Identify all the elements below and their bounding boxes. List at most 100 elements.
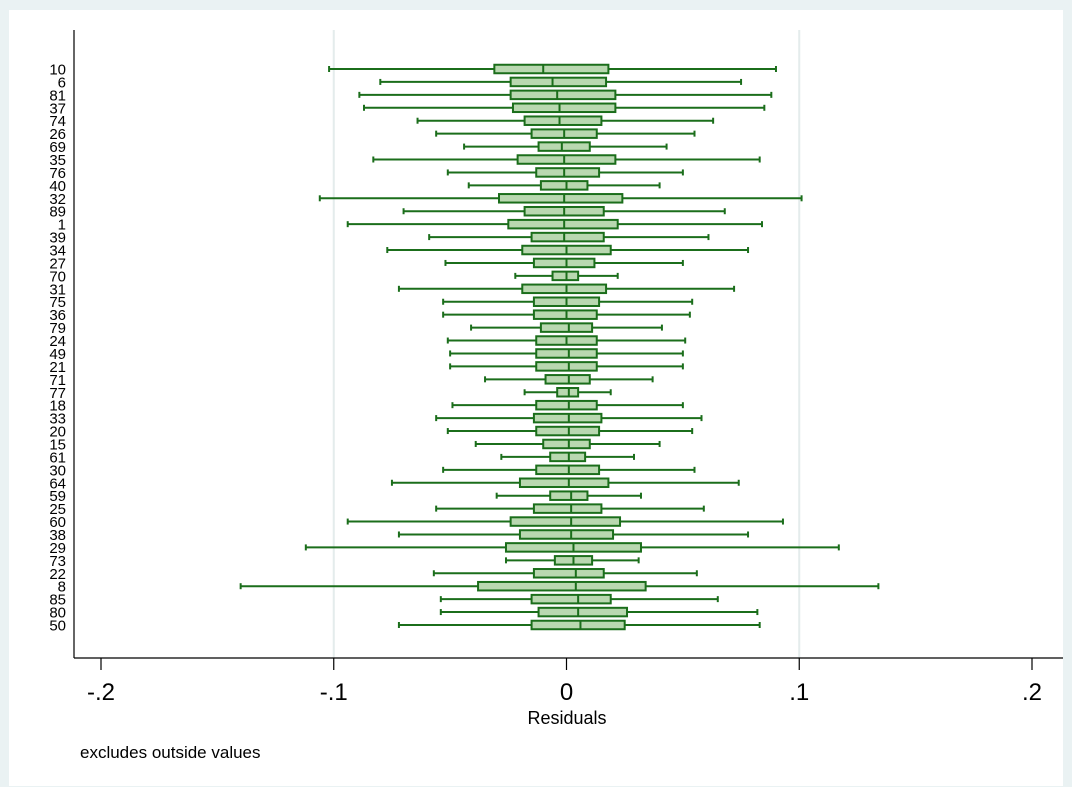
box-row-30 bbox=[442, 464, 696, 476]
box-row-18 bbox=[451, 399, 684, 411]
iqr-box bbox=[509, 516, 622, 527]
category-label: 27 bbox=[49, 255, 66, 272]
iqr-box bbox=[535, 361, 598, 372]
iqr-box bbox=[507, 218, 619, 230]
box-row-50 bbox=[397, 619, 761, 631]
box-row-79 bbox=[470, 322, 663, 333]
box-row-36 bbox=[442, 309, 691, 320]
iqr-box bbox=[539, 322, 594, 333]
box-row-22 bbox=[432, 568, 698, 579]
box-row-6 bbox=[379, 76, 743, 88]
iqr-box bbox=[537, 606, 629, 618]
box-row-85 bbox=[439, 593, 719, 605]
category-label: 49 bbox=[49, 346, 66, 363]
category-label: 31 bbox=[49, 281, 66, 298]
category-label: 60 bbox=[49, 514, 66, 531]
iqr-box bbox=[530, 619, 626, 631]
box-row-29 bbox=[304, 542, 840, 553]
category-label: 85 bbox=[49, 592, 66, 609]
category-label: 89 bbox=[49, 204, 66, 221]
iqr-box bbox=[532, 309, 598, 320]
category-label: 39 bbox=[49, 230, 66, 247]
iqr-box bbox=[532, 503, 603, 514]
box-row-33 bbox=[435, 412, 703, 424]
iqr-box bbox=[535, 425, 601, 437]
box-row-64 bbox=[390, 477, 740, 489]
plot-area bbox=[9, 10, 1063, 786]
iqr-box bbox=[516, 154, 617, 165]
x-axis bbox=[73, 30, 1063, 659]
box-row-89 bbox=[402, 205, 726, 217]
iqr-box bbox=[556, 387, 580, 398]
category-label: 25 bbox=[49, 501, 66, 518]
x-axis-title: Residuals bbox=[527, 708, 606, 728]
category-label: 29 bbox=[49, 540, 66, 557]
category-label: 74 bbox=[49, 113, 66, 130]
iqr-box bbox=[549, 490, 589, 501]
category-label: 79 bbox=[49, 320, 66, 337]
category-label: 70 bbox=[49, 268, 66, 285]
iqr-box bbox=[518, 529, 615, 540]
category-label: 8 bbox=[58, 579, 66, 596]
category-label: 80 bbox=[49, 605, 66, 622]
x-tick-label: -.2 bbox=[87, 679, 115, 706]
category-label: 75 bbox=[49, 294, 66, 311]
iqr-box bbox=[523, 115, 603, 126]
category-label: 32 bbox=[49, 191, 66, 208]
box-row-35 bbox=[372, 154, 761, 165]
iqr-box bbox=[537, 141, 591, 152]
category-label: 71 bbox=[49, 372, 66, 389]
gridlines bbox=[332, 30, 801, 658]
box-row-49 bbox=[449, 348, 684, 359]
category-label: 6 bbox=[58, 74, 66, 91]
iqr-box bbox=[535, 399, 598, 411]
iqr-box bbox=[535, 464, 601, 476]
category-label: 1 bbox=[58, 217, 66, 234]
box-row-80 bbox=[439, 606, 759, 618]
category-label: 22 bbox=[49, 566, 66, 583]
box-row-40 bbox=[467, 180, 661, 191]
category-label: 73 bbox=[49, 553, 66, 570]
iqr-box bbox=[509, 89, 617, 101]
category-label: 34 bbox=[49, 243, 66, 260]
box-row-32 bbox=[318, 193, 803, 204]
box-row-20 bbox=[446, 425, 694, 437]
category-label: 59 bbox=[49, 488, 66, 505]
category-label: 61 bbox=[49, 449, 66, 466]
box-row-38 bbox=[397, 529, 750, 540]
category-label: 35 bbox=[49, 152, 66, 169]
category-label: 18 bbox=[49, 398, 66, 415]
iqr-box bbox=[549, 451, 587, 463]
x-tick-label: .1 bbox=[789, 679, 809, 706]
iqr-box bbox=[532, 412, 603, 424]
box-row-37 bbox=[363, 102, 766, 114]
category-label: 10 bbox=[49, 62, 66, 79]
category-label: 21 bbox=[49, 359, 66, 376]
category-label: 20 bbox=[49, 424, 66, 441]
x-tick-label: .2 bbox=[1022, 679, 1042, 706]
iqr-box bbox=[544, 374, 591, 385]
category-label: 38 bbox=[49, 527, 66, 544]
iqr-box bbox=[551, 270, 580, 282]
iqr-box bbox=[493, 63, 610, 75]
box-row-8 bbox=[239, 580, 880, 592]
box-row-60 bbox=[346, 516, 784, 527]
box-row-15 bbox=[474, 438, 661, 450]
box-row-74 bbox=[416, 115, 715, 126]
category-label: 77 bbox=[49, 385, 66, 402]
category-label: 30 bbox=[49, 462, 66, 479]
iqr-box bbox=[535, 348, 598, 359]
iqr-box bbox=[521, 283, 608, 295]
category-label: 69 bbox=[49, 139, 66, 156]
box-row-61 bbox=[500, 451, 635, 463]
iqr-box bbox=[511, 102, 617, 114]
box-row-75 bbox=[442, 296, 694, 307]
category-label: 36 bbox=[49, 307, 66, 324]
iqr-box bbox=[477, 580, 647, 592]
box-row-77 bbox=[523, 387, 612, 398]
box-row-59 bbox=[495, 490, 642, 501]
box-row-81 bbox=[358, 89, 773, 101]
box-row-21 bbox=[449, 361, 684, 372]
category-label: 37 bbox=[49, 100, 66, 117]
